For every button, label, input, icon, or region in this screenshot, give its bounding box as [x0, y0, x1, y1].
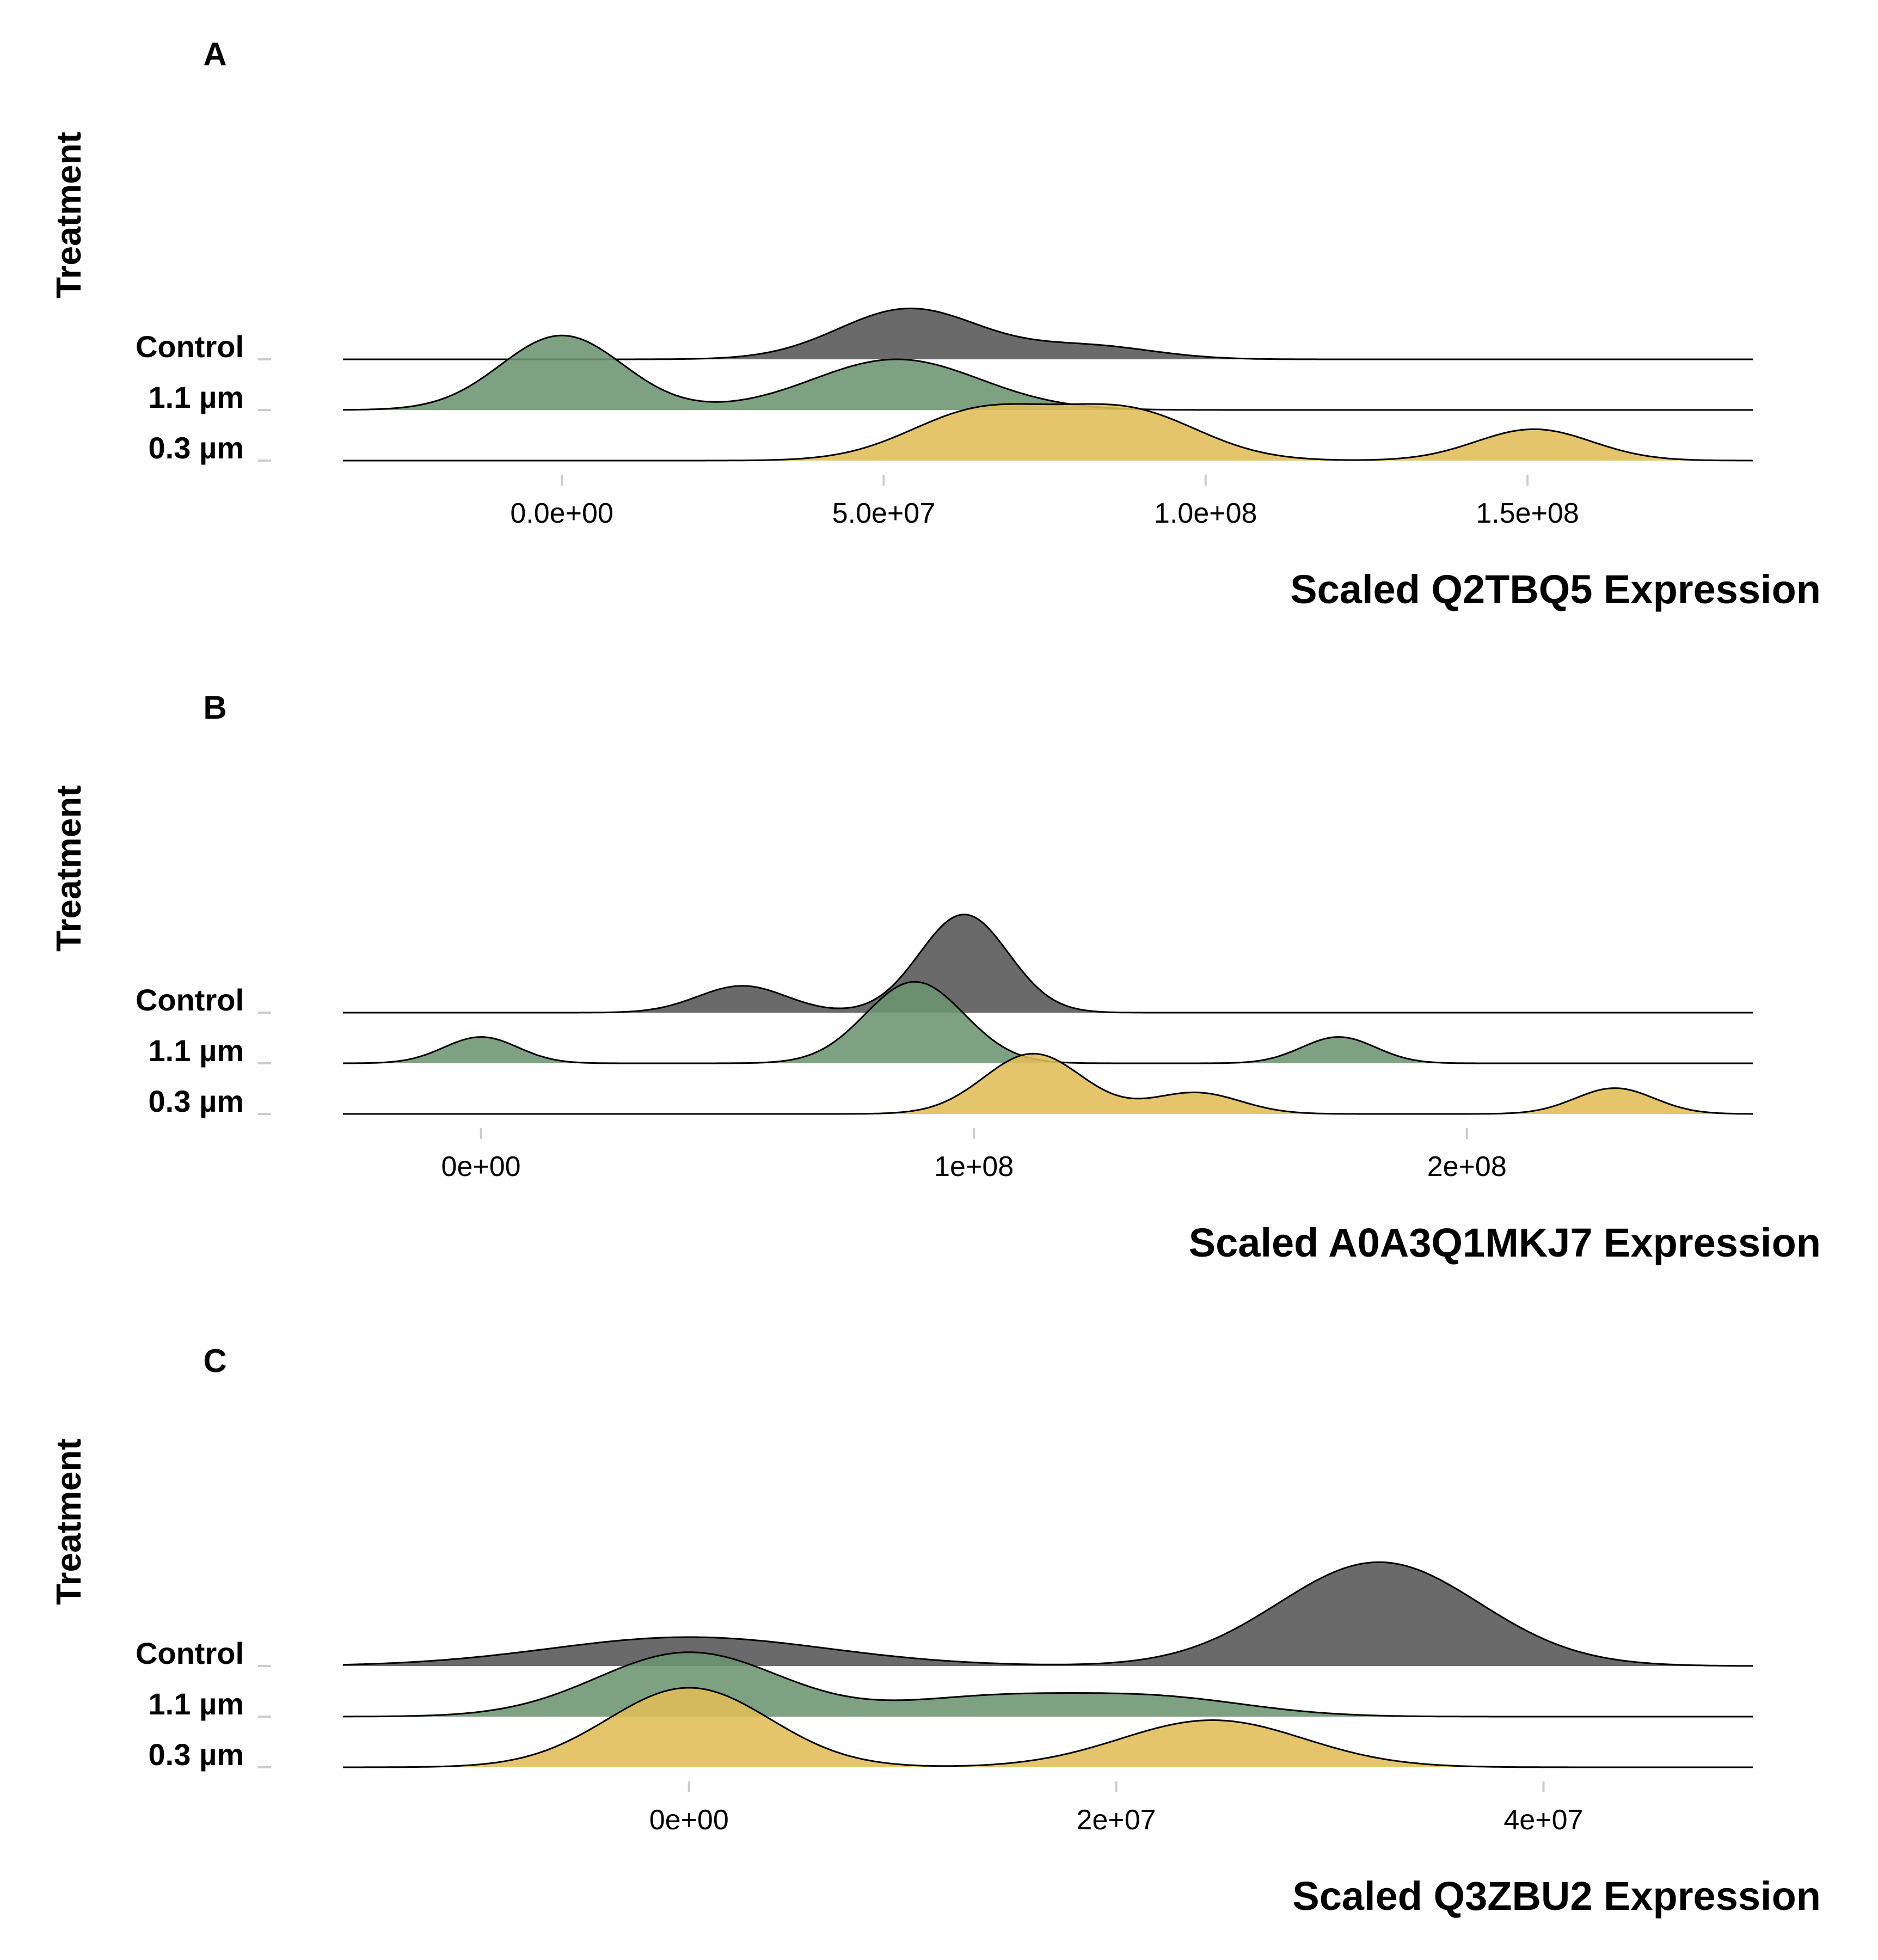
ridge-fill-0-3-m: [343, 1054, 1753, 1114]
category-label-control: Control: [136, 1636, 244, 1670]
ridge-line-1-1-m: [343, 1651, 1753, 1718]
ridge-line-0-3-m: [343, 1052, 1753, 1115]
panel-a: A Treatment Control 1.1 µm 0.3 µm 0.0e+00 5.0e…: [49, 36, 1821, 612]
ridge-fill-1-1-m: [343, 335, 1753, 410]
category-label-control: Control: [136, 983, 244, 1017]
y-axis-title: Treatment: [49, 785, 88, 952]
x-tick-label: 5.0e+07: [832, 498, 935, 529]
category-label-0-3-m: 0.3 µm: [149, 1737, 244, 1772]
y-axis-title: Treatment: [49, 132, 88, 298]
ridge-fill-0-3-m: [343, 404, 1753, 461]
ridge-fill-0-3-m: [343, 1688, 1753, 1767]
ridge-line-0-3-m: [343, 403, 1753, 462]
x-tick-label: 1.5e+08: [1476, 498, 1579, 529]
ridge-fill-control: [343, 1562, 1753, 1666]
x-axis-title: Scaled Q2TBQ5 Expression: [1290, 567, 1821, 612]
category-label-0-3-m: 0.3 µm: [149, 1084, 244, 1118]
x-tick-label: 4e+07: [1503, 1804, 1583, 1836]
x-tick-label: 0.0e+00: [510, 498, 613, 529]
ridge-fill-control: [343, 914, 1753, 1013]
panel-letter: A: [203, 36, 226, 72]
x-axis-title: Scaled A0A3Q1MKJ7 Expression: [1189, 1220, 1821, 1265]
panel-letter: B: [203, 689, 226, 726]
category-label-1-1-m: 1.1 µm: [149, 1033, 244, 1068]
ridge-line-0-3-m: [343, 1687, 1753, 1768]
x-tick-label: 1.0e+08: [1154, 498, 1257, 529]
y-axis-title: Treatment: [49, 1438, 88, 1605]
panel-b: B Treatment Control 1.1 µm 0.3 µm 0e+00 1e+08 2…: [49, 689, 1821, 1265]
x-tick-label: 1e+08: [934, 1151, 1014, 1183]
x-tick-label: 2e+07: [1077, 1804, 1156, 1836]
x-tick-label: 0e+00: [441, 1151, 521, 1183]
ridge-line-control: [342, 1561, 1753, 1667]
ridge-line-1-1-m: [342, 981, 1753, 1064]
x-axis-title: Scaled Q3ZBU2 Expression: [1292, 1873, 1821, 1919]
ridge-line-1-1-m: [342, 334, 1753, 411]
category-label-1-1-m: 1.1 µm: [149, 380, 244, 414]
ridge-fill-control: [343, 308, 1753, 359]
ridge-line-control: [343, 914, 1753, 1014]
category-label-1-1-m: 1.1 µm: [149, 1687, 244, 1721]
category-label-0-3-m: 0.3 µm: [149, 431, 244, 465]
panel-letter: C: [203, 1343, 226, 1379]
ridge-fill-1-1-m: [343, 982, 1753, 1063]
x-tick-label: 2e+08: [1427, 1151, 1507, 1183]
category-label-control: Control: [136, 329, 244, 364]
panel-c: C Treatment Control 1.1 µm 0.3 µm 0e+00 2e+07 4…: [49, 1343, 1821, 1919]
x-tick-label: 0e+00: [649, 1804, 729, 1836]
